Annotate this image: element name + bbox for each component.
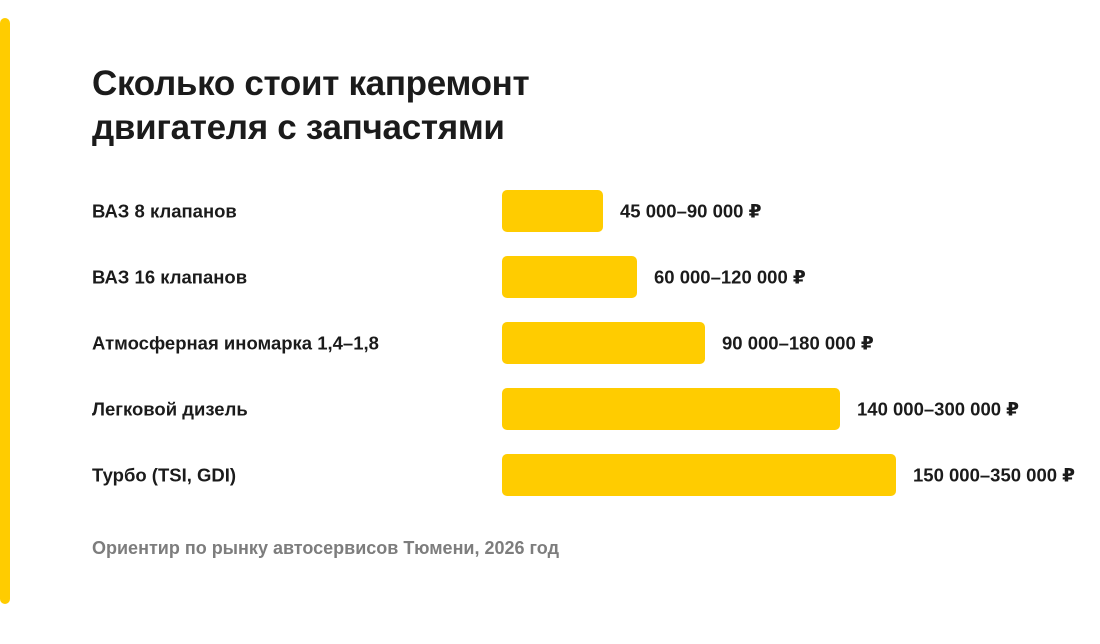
- value-label: 150 000–350 000 ₽: [913, 465, 1075, 486]
- category-label: ВАЗ 16 клапанов: [92, 267, 247, 288]
- category-label: Турбо (TSI, GDI): [92, 465, 236, 486]
- bar: [502, 256, 637, 298]
- category-label: ВАЗ 8 клапанов: [92, 201, 237, 222]
- category-label: Легковой дизель: [92, 399, 248, 420]
- chart-title-line-1: Сколько стоит капремонт: [92, 64, 530, 103]
- bar: [502, 190, 603, 232]
- bar: [502, 388, 840, 430]
- footnote: Ориентир по рынку автосервисов Тюмени, 2…: [92, 538, 559, 558]
- bar: [502, 322, 705, 364]
- value-label: 90 000–180 000 ₽: [722, 333, 874, 354]
- accent-bar: [0, 18, 10, 604]
- chart-title: Сколько стоит капремонт двигателя с запч…: [92, 62, 530, 150]
- value-label: 60 000–120 000 ₽: [654, 267, 806, 288]
- chart-title-line-2: двигателя с запчастями: [92, 108, 505, 147]
- bar: [502, 454, 896, 496]
- category-label: Атмосферная иномарка 1,4–1,8: [92, 333, 379, 354]
- value-label: 45 000–90 000 ₽: [620, 201, 762, 222]
- value-label: 140 000–300 000 ₽: [857, 399, 1019, 420]
